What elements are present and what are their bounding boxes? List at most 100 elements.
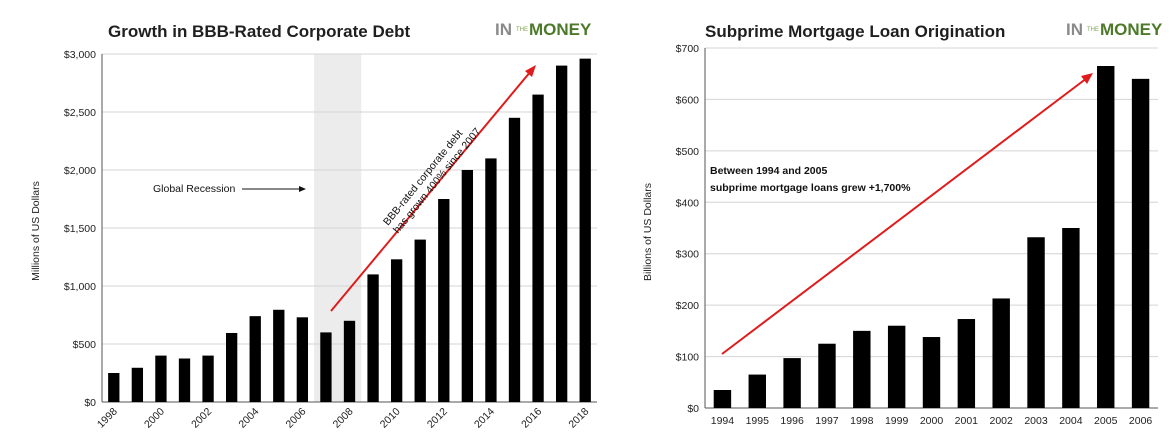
chart2-x-tick-label: 1994 <box>711 415 735 427</box>
chart1-bar-2001 <box>178 358 191 402</box>
chart1-y-tick-label: $0 <box>84 397 96 409</box>
chart1-bar-2004 <box>249 316 261 402</box>
chart1-x-tick-label: 2010 <box>378 406 403 431</box>
chart2-x-tick-label: 2004 <box>1059 415 1083 427</box>
chart2-y-tick-label: $600 <box>676 94 700 106</box>
chart1-bar-2012 <box>438 199 450 402</box>
chart1-bar-2016 <box>532 94 544 402</box>
chart2-brand-the: THE <box>1087 27 1099 33</box>
chart1-bar-2013 <box>461 170 474 402</box>
chart2-bar-1994 <box>713 390 732 408</box>
chart2-y-axis-label: Billions of US Dollars <box>642 183 654 281</box>
chart2-title: Subprime Mortgage Loan Origination <box>705 22 1005 41</box>
chart2-bar-2003 <box>1027 237 1045 408</box>
chart1-x-tick-label: 2008 <box>331 406 356 431</box>
chart1-recession-arrowhead <box>299 186 306 192</box>
chart2-growth-arrow <box>721 77 1088 355</box>
chart2-bar-2006 <box>1131 78 1150 408</box>
chart1-x-tick-label: 2000 <box>142 406 167 431</box>
chart2-bar-1998 <box>853 330 871 408</box>
chart1-y-tick-label: $1,500 <box>64 223 96 235</box>
chart2-x-tick-label: 2003 <box>1024 415 1048 427</box>
chart1-x-tick-label: 2012 <box>425 406 450 431</box>
chart1-growth-arrowhead <box>525 65 536 77</box>
chart1-recession-label: Global Recession <box>153 183 235 195</box>
chart1-x-tick-label: 2014 <box>472 406 497 431</box>
chart1-y-tick-label: $2,500 <box>64 107 96 119</box>
chart1-x-tick-label: 2016 <box>519 406 544 431</box>
chart1-x-tick-label: 2018 <box>566 406 591 431</box>
chart1-bar-2008 <box>343 320 356 402</box>
chart2-x-tick-label: 1995 <box>746 415 770 427</box>
chart2-x-tick-label: 2002 <box>990 415 1014 427</box>
chart1-bar-2010 <box>390 259 403 402</box>
chart2-bar-2005 <box>1097 66 1115 408</box>
chart2-bar-2001 <box>957 319 976 408</box>
chart2-bar-2004 <box>1062 228 1080 408</box>
chart2-bar-2002 <box>992 298 1010 408</box>
chart1-bar-2002 <box>202 355 214 402</box>
chart1-bar-2006 <box>296 317 309 402</box>
chart1-bar-2007 <box>320 332 332 402</box>
chart2-bar-1999 <box>887 325 906 408</box>
chart2-y-tick-label: $100 <box>676 352 700 364</box>
chart1-brand-money: MONEY <box>529 20 592 39</box>
chart2-x-tick-label: 2005 <box>1094 415 1118 427</box>
chart1-bar-1998 <box>108 373 120 402</box>
chart2-x-tick-label: 2001 <box>955 415 979 427</box>
chart1-y-axis-label: Millions of US Dollars <box>30 181 42 281</box>
chart1-bar-2015 <box>508 117 521 403</box>
chart2-y-tick-label: $0 <box>687 403 699 415</box>
chart1-brand-logo: IN THE MONEY <box>495 20 592 39</box>
chart1-bar-2000 <box>155 355 167 402</box>
chart2-growth-label-line1: Between 1994 and 2005 <box>710 165 827 177</box>
chart1-bar-2017 <box>555 65 568 402</box>
chart1-bar-2005 <box>273 309 285 402</box>
chart2-x-tick-label: 2000 <box>920 415 944 427</box>
chart2-brand-money: MONEY <box>1100 20 1163 39</box>
chart1-bar-1999 <box>131 367 144 402</box>
chart1-growth-annotation: BBB-rated corporate debt has grown 400% … <box>330 65 536 312</box>
chart2-y-tick-label: $200 <box>676 300 700 312</box>
chart1-recession-annotation: Global Recession <box>153 183 306 195</box>
chart2-x-tick-label: 2006 <box>1129 415 1153 427</box>
chart1-growth-label-line1: BBB-rated corporate debt <box>381 128 465 228</box>
chart1-growth-arrow <box>330 70 532 312</box>
chart1-bar-2009 <box>367 274 379 402</box>
chart2-y-tick-label: $300 <box>676 249 700 261</box>
chart2-growth-arrowhead <box>1081 73 1093 84</box>
chart2-bar-1997 <box>818 343 836 408</box>
chart2-growth-label-line2: subprime mortgage loans grew +1,700% <box>710 182 911 194</box>
chart2-bar-1996 <box>783 358 801 408</box>
chart2-bar-2000 <box>922 337 941 408</box>
chart1-bar-2014 <box>485 158 497 402</box>
chart1-x-tick-label: 1998 <box>95 406 120 431</box>
chart1-bar-2003 <box>225 332 238 402</box>
chart2-x-tick-label: 1996 <box>780 415 804 427</box>
chart1-x-tick-label: 2004 <box>236 406 261 431</box>
chart1-y-tick-label: $3,000 <box>64 49 96 61</box>
chart2-y-tick-label: $500 <box>676 146 700 158</box>
chart1-title: Growth in BBB-Rated Corporate Debt <box>108 22 411 41</box>
chart2-plot: $0 $100 $200 $300 $400 $500 $600 $700 1994 1995 19… <box>676 43 1158 427</box>
chart2-y-tick-label: $700 <box>676 43 700 55</box>
chart1-x-tick-label: 2006 <box>283 406 308 431</box>
chart2-brand-in: IN <box>1066 20 1083 39</box>
chart1-brand-the: THE <box>516 27 528 33</box>
chart1-y-tick-label: $1,000 <box>64 281 96 293</box>
chart2-y-tick-label: $400 <box>676 197 700 209</box>
chart1-plot: $0 $500 $1,000 $1,500 $2,000 $2,500 $3,000 1998… <box>64 49 597 431</box>
chart1-bar-2011 <box>414 239 426 402</box>
chart2-x-tick-label: 1999 <box>885 415 909 427</box>
chart2-growth-annotation: Between 1994 and 2005 subprime mortgage … <box>710 73 1093 355</box>
chart2-x-tick-label: 1997 <box>815 415 839 427</box>
chart1-brand-in: IN <box>495 20 512 39</box>
chart2-brand-logo: IN THE MONEY <box>1066 20 1163 39</box>
chart2-x-tick-label: 1998 <box>850 415 874 427</box>
chart1-y-tick-label: $2,000 <box>64 165 96 177</box>
chart1-y-tick-label: $500 <box>73 339 97 351</box>
chart1-x-tick-label: 2002 <box>189 406 214 431</box>
chart2-bar-1995 <box>748 374 766 408</box>
